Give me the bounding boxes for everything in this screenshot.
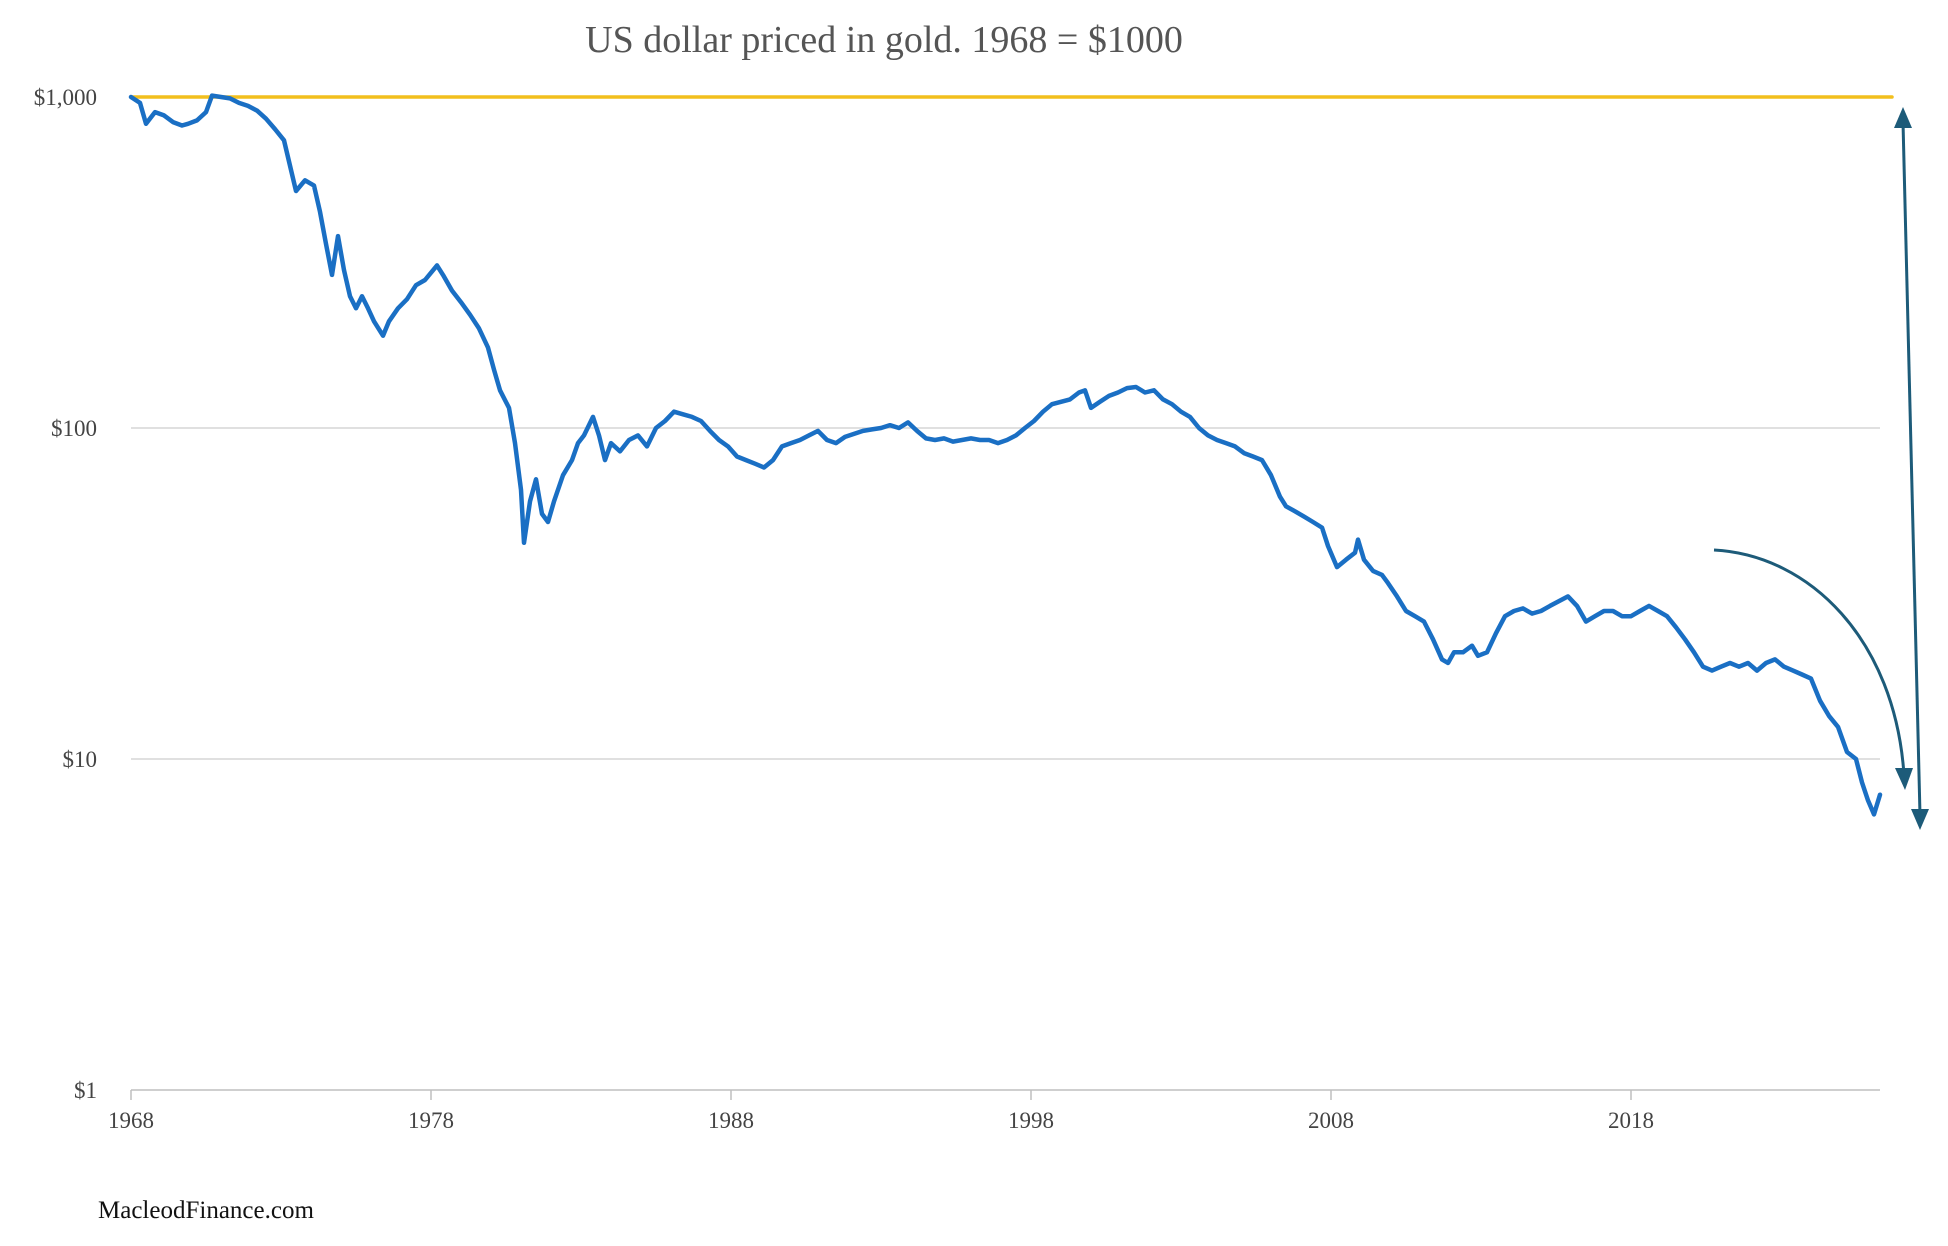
y-tick-label: $100 [51,416,97,441]
double-arrow-shaft [1901,121,1922,816]
source-footer: MacleodFinance.com [98,1197,314,1224]
curved-arrow-head [1895,768,1913,790]
x-axis: 1968 1978 1988 1998 2008 2018 [108,1090,1654,1133]
series-line-dollar-in-gold [128,93,1883,817]
x-tick-label: 1978 [408,1108,454,1133]
y-tick-label: $10 [63,747,98,772]
x-tick-label: 2018 [1608,1108,1654,1133]
annotation-arrows [1713,107,1929,830]
x-tick-label: 1968 [108,1108,154,1133]
chart-title: US dollar priced in gold. 1968 = $1000 [585,19,1183,61]
series-layer [128,93,1894,817]
gridlines [131,96,1880,760]
curved-arrow [1713,548,1906,776]
x-tick-label: 2008 [1308,1108,1354,1133]
y-tick-label: $1,000 [34,85,97,110]
y-axis: $1,000 $100 $10 $1 [34,85,97,1103]
x-tick-label: 1998 [1008,1108,1054,1133]
double-arrow-head-bottom [1911,809,1929,830]
x-tick-label: 1988 [708,1108,754,1133]
double-arrow-head-top [1894,107,1912,128]
y-tick-label: $1 [74,1078,97,1103]
